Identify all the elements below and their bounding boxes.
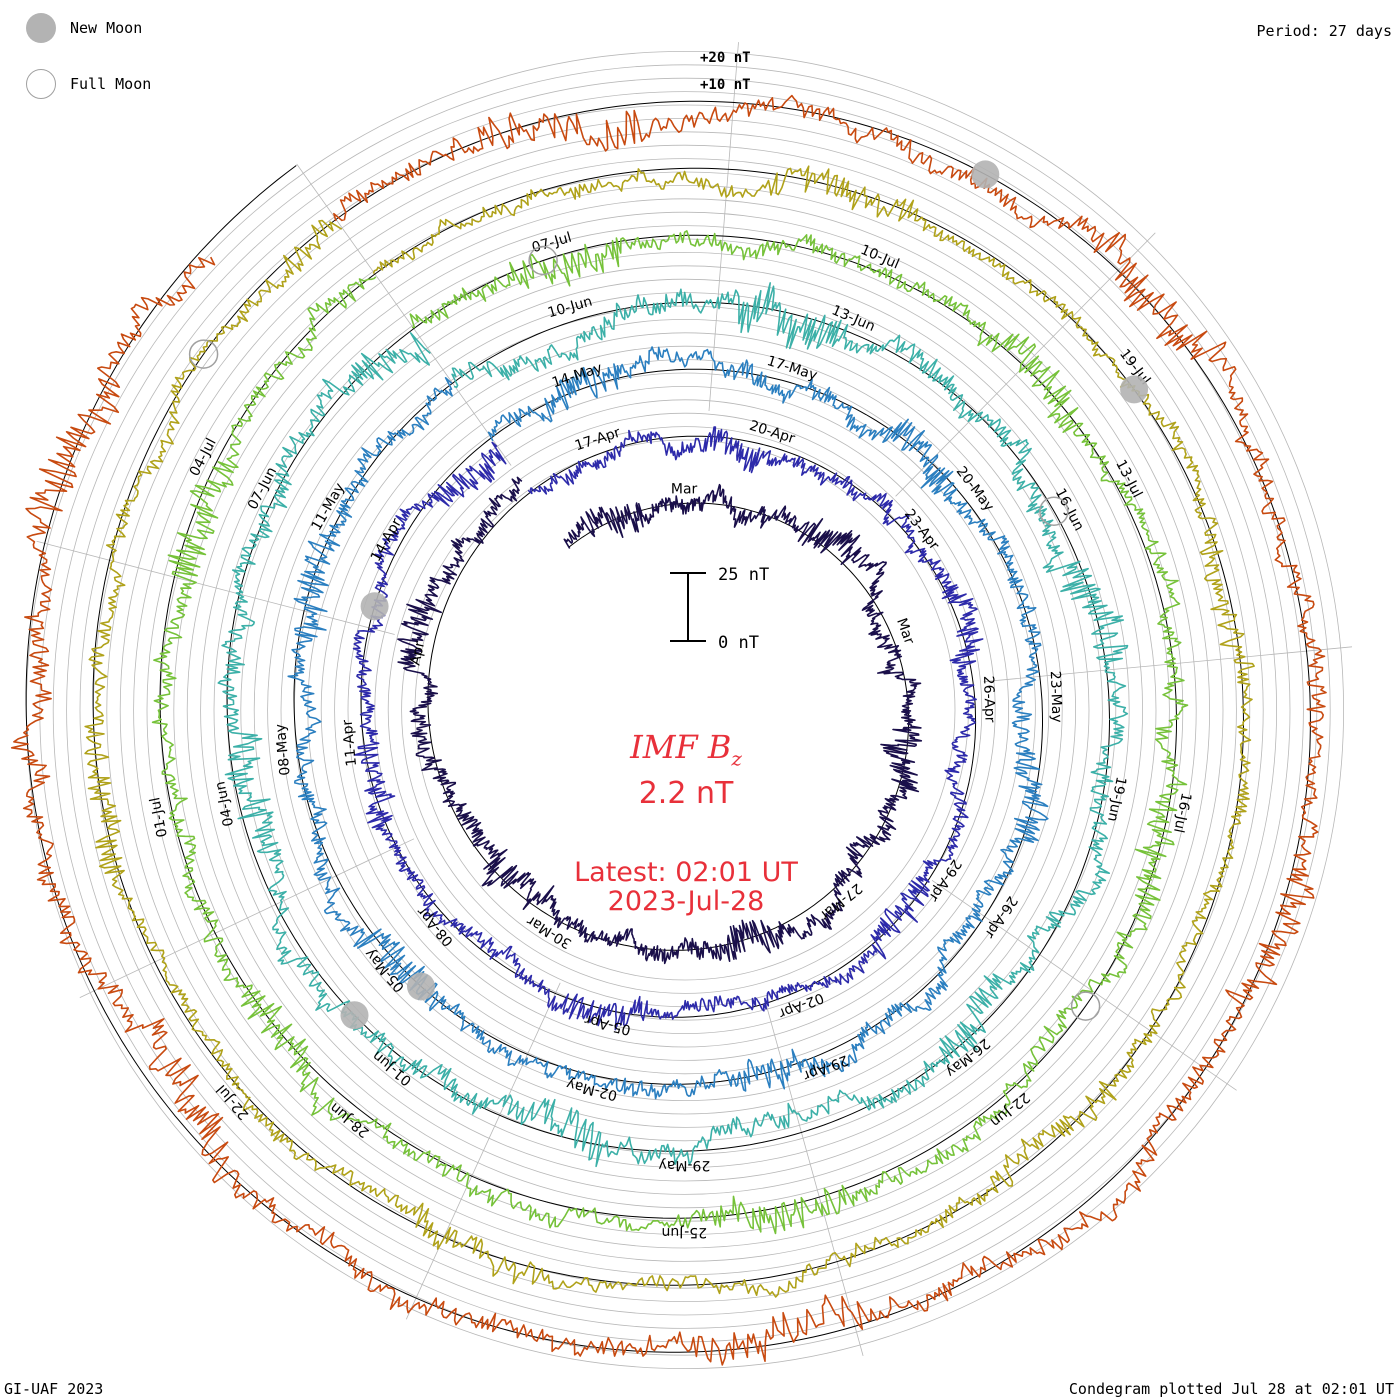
new-moon-marker (340, 1001, 369, 1030)
new-moon-marker (407, 972, 435, 1001)
date-label: 04-Jul (187, 436, 220, 479)
grid-ring (66, 91, 1304, 1329)
series-line-round-3 (287, 346, 1049, 1100)
date-label: Apr (408, 640, 429, 667)
date-label: 20-May (953, 464, 997, 515)
date-label: 17-May (765, 353, 819, 384)
scale-top-label: 25 nT (718, 565, 769, 585)
legend-new-moon: New Moon (26, 13, 142, 43)
grid-radial (708, 42, 739, 412)
grid-ring (119, 144, 1251, 1276)
legend-new-moon-label: New Moon (70, 19, 143, 37)
moon-markers-group (188, 160, 1149, 1030)
new-moon-marker (971, 160, 1000, 189)
grid-ring (52, 77, 1318, 1343)
full-moon-marker (528, 245, 558, 276)
legend-full-moon: Full Moon (26, 69, 151, 99)
date-label: 07-Jul (530, 230, 573, 256)
date-label: 13-Jul (1112, 457, 1145, 500)
full-moon-marker (188, 339, 219, 369)
series-line-round-5 (151, 230, 1189, 1235)
date-label: 08-May (273, 723, 294, 776)
grid-ring (133, 158, 1237, 1262)
plotted-label: Condegram plotted Jul 28 at 02:01 UT (1068, 1380, 1394, 1398)
period-label: Period: 27 days (1256, 22, 1392, 40)
grid-radial (405, 982, 561, 1320)
grid-ring (213, 238, 1157, 1182)
new-moon-marker (1120, 375, 1149, 404)
imf-value: 2.2 nT (638, 776, 734, 811)
ring-label-20: +20 nT (700, 50, 751, 66)
ring-label-10: +10 nT (700, 77, 751, 93)
grid-radial (931, 879, 1237, 1091)
date-label: 23-May (1047, 671, 1065, 723)
grid-ring (79, 104, 1291, 1316)
date-label: 02-Apr (776, 989, 826, 1021)
series-line-round-1 (397, 476, 923, 965)
grid-ring (226, 251, 1144, 1169)
series-line-round-6 (84, 165, 1255, 1298)
grid-ring (39, 64, 1331, 1356)
grid-ring (374, 399, 996, 1021)
grid-radial (79, 838, 415, 998)
grid-radial (895, 232, 1156, 497)
date-label: 29-May (658, 1157, 710, 1173)
credit-label: GI-UAF 2023 (4, 1380, 104, 1398)
grid-ring (334, 359, 1036, 1061)
grid-ring (280, 305, 1090, 1115)
grid-ring (347, 372, 1023, 1048)
grid-ring (253, 278, 1117, 1142)
date-label: 17-Apr (573, 425, 623, 455)
grid-ring (106, 131, 1264, 1289)
date-label: 29-Apr (801, 1051, 851, 1083)
imf-title: IMF Bz (0, 728, 1372, 770)
grid-radial (36, 540, 395, 635)
date-label: 25-Jun (662, 1224, 708, 1240)
series-line-round-7 (10, 94, 1327, 1366)
full-moon-marker (1039, 496, 1069, 526)
grid-radial (764, 999, 864, 1357)
grid-radial (296, 163, 512, 466)
scale-bottom-label: 0 nT (718, 633, 759, 653)
latest-time: Latest: 02:01 UT (574, 857, 798, 888)
series-line-round-4 (217, 282, 1129, 1168)
series-group (10, 94, 1327, 1366)
imf-title-main: IMF B (630, 728, 732, 766)
date-label: 11-Apr (340, 719, 361, 767)
grid-ring (320, 345, 1050, 1075)
imf-title-sub: z (731, 746, 742, 771)
full-moon-icon (26, 69, 56, 99)
grid-ring (240, 265, 1130, 1155)
grid-ring (173, 198, 1197, 1222)
new-moon-marker (360, 592, 389, 621)
latest-date: 2023-Jul-28 (607, 886, 765, 917)
grid-ring (387, 412, 983, 1008)
new-moon-icon (26, 13, 56, 43)
grid-radial (983, 646, 1353, 683)
date-label: Mar (671, 481, 698, 497)
grid-ring (200, 225, 1170, 1195)
date-label: Mar (893, 616, 917, 646)
date-label: 26-Apr (980, 676, 998, 724)
series-line-round-2 (352, 426, 984, 1031)
legend-full-moon-label: Full Moon (70, 75, 152, 93)
date-label: 01-Jul (147, 796, 171, 839)
full-moon-marker (1070, 991, 1101, 1021)
scale-bar: 25 nT 0 nT (670, 565, 769, 653)
